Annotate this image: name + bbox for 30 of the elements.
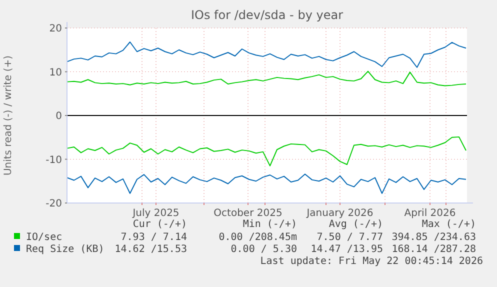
line-series bbox=[66, 42, 466, 68]
text: Min (-/+) bbox=[242, 219, 297, 230]
legend-label: Req Size (KB) bbox=[26, 244, 104, 255]
line-series bbox=[66, 136, 466, 166]
y-tick-label: -10 bbox=[46, 154, 62, 166]
text: 0.00 /208.45m bbox=[218, 232, 297, 243]
text: Cur (-/+) bbox=[132, 219, 187, 230]
line-series bbox=[66, 70, 466, 86]
y-axis-title: Units read (-) / write (+) bbox=[3, 55, 14, 176]
y-tick-label: -20 bbox=[46, 198, 62, 210]
text: 0.00 / 5.30 bbox=[230, 244, 297, 255]
text: Avg (-/+) bbox=[328, 219, 383, 230]
legend-label: IO/sec bbox=[26, 232, 62, 243]
text: Last update: Fri May 22 00:45:14 2026 bbox=[260, 256, 483, 267]
x-tick-label: January 2026 bbox=[306, 208, 374, 219]
x-tick-label: October 2025 bbox=[214, 208, 282, 219]
text: Max (-/+) bbox=[422, 219, 476, 230]
line-series bbox=[66, 174, 466, 194]
text: 394.85 /234.63 bbox=[392, 232, 476, 243]
x-tick-label: July 2025 bbox=[132, 208, 180, 219]
chart-title: IOs for /dev/sda - by year bbox=[190, 8, 344, 22]
y-tick-label: 0 bbox=[56, 111, 62, 122]
x-tick-label: April 2026 bbox=[404, 208, 456, 219]
text: 168.14 /287.28 bbox=[392, 244, 476, 255]
text: 7.50 / 7.77 bbox=[316, 232, 383, 243]
text: 14.47 /13.95 bbox=[310, 244, 383, 255]
y-tick-label: 20 bbox=[49, 24, 62, 34]
text: 7.93 / 7.14 bbox=[120, 232, 187, 243]
y-tick-label: 10 bbox=[49, 67, 62, 78]
text: 14.62 /15.53 bbox=[114, 244, 187, 255]
